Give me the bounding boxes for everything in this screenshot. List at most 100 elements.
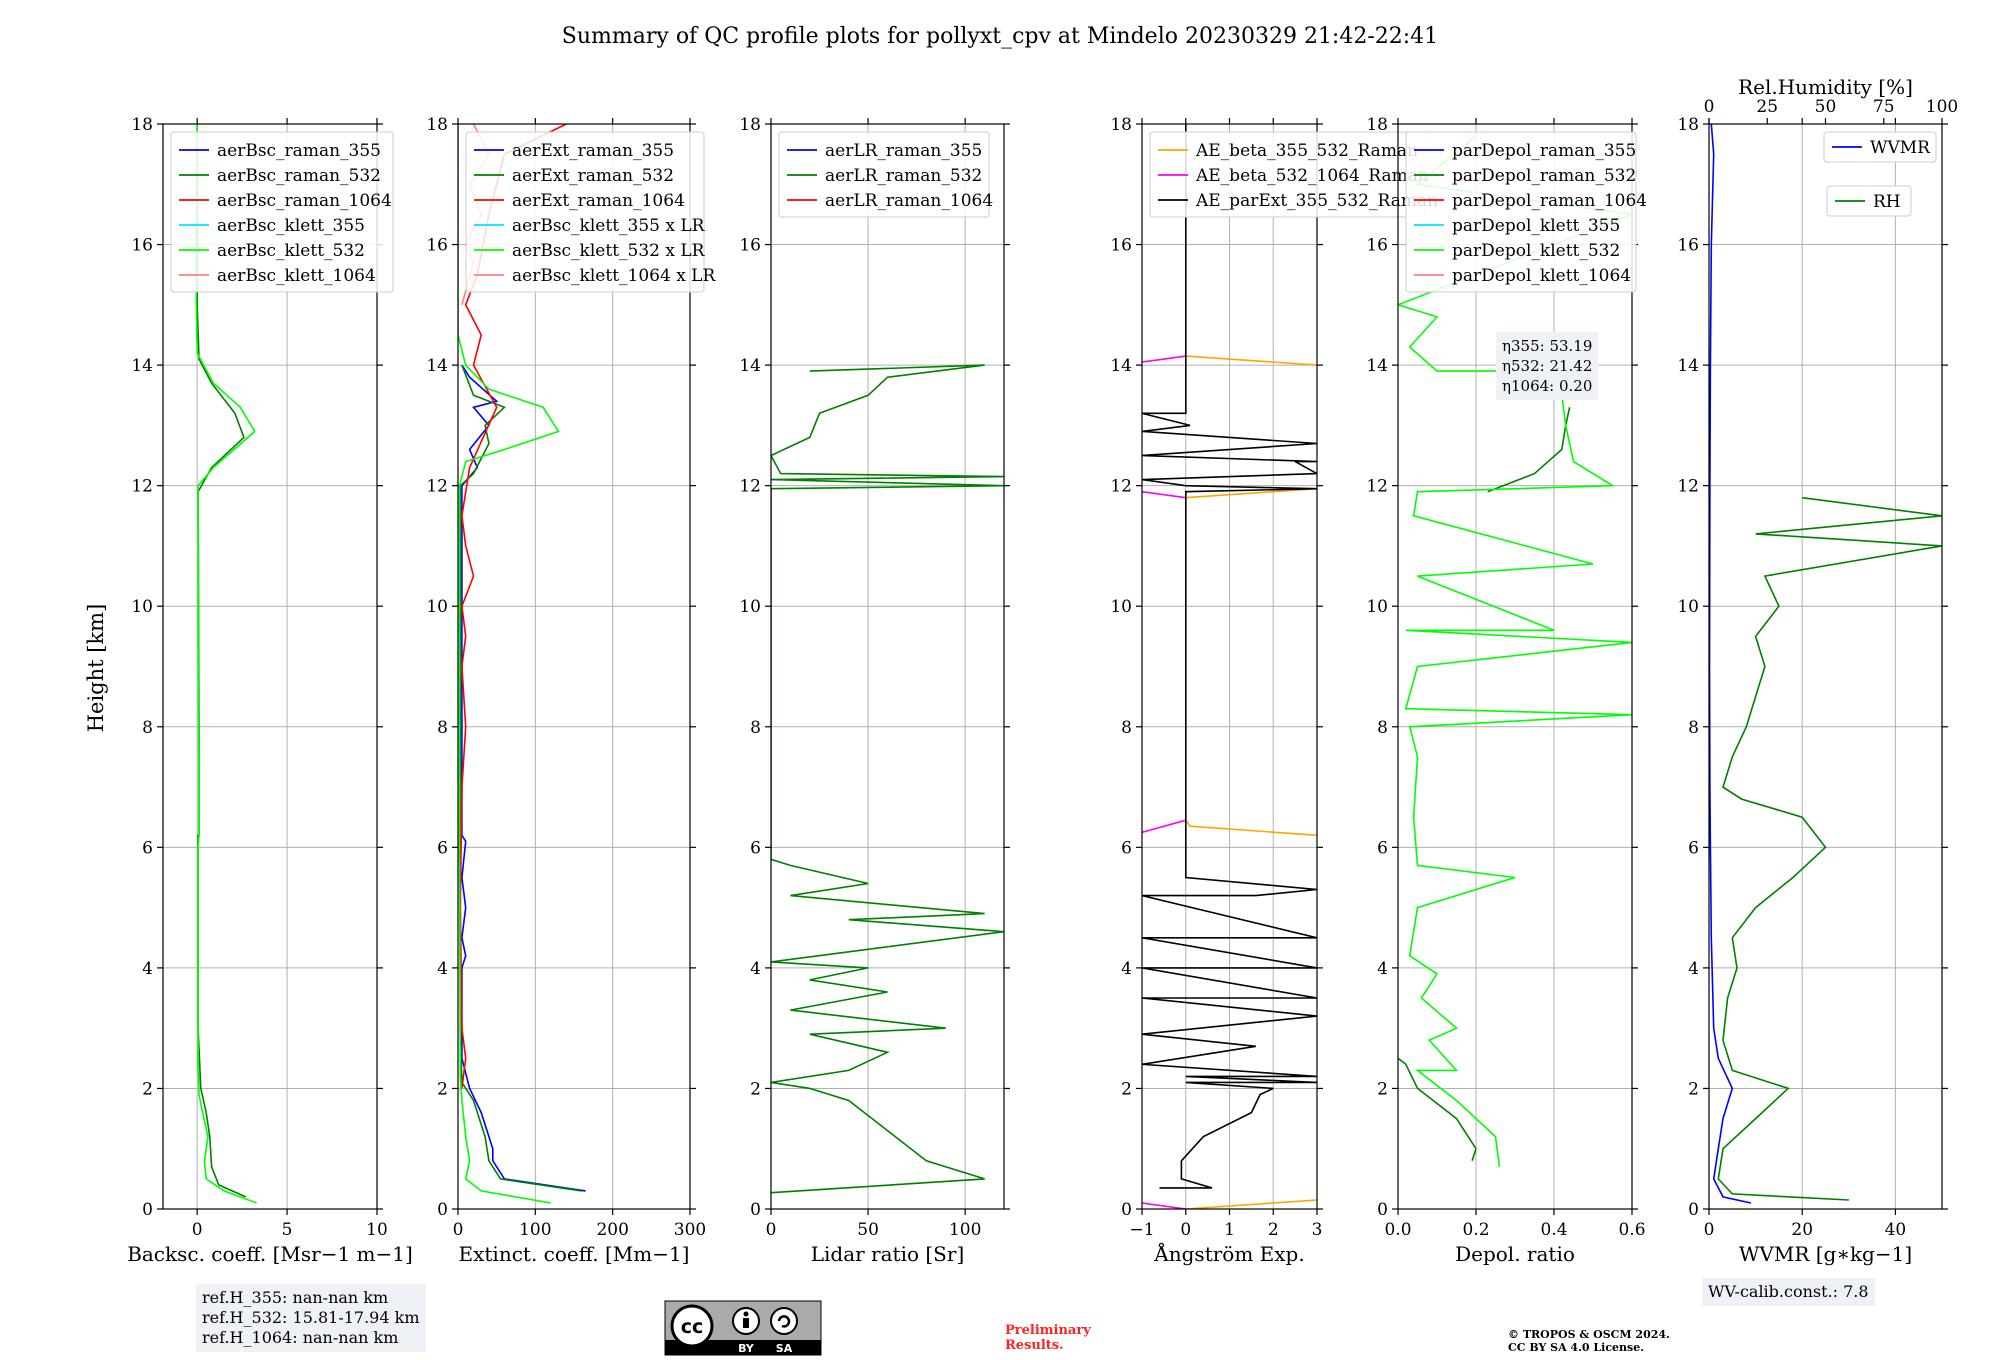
y-tick-label: 18	[1366, 115, 1388, 135]
annotation-line: η355: 53.19	[1502, 337, 1593, 355]
x-axis-label: Extinct. coeff. [Mm−1]	[459, 1242, 690, 1266]
series-line-ae-beta-532-1064-raman-14	[1142, 355, 1186, 363]
series-line-aerext-raman-355	[461, 364, 586, 1192]
x-tick-label: 10	[366, 1220, 388, 1240]
axes-frame	[1708, 123, 1943, 1210]
top-x-tick-label: 50	[1815, 97, 1837, 117]
x-tick-label: 0	[766, 1220, 777, 1240]
y-tick-label: 16	[1110, 236, 1132, 256]
preliminary-note: Preliminary Results.	[1005, 1323, 1091, 1353]
y-tick-label: 16	[131, 236, 153, 256]
y-tick-label: 2	[1688, 1079, 1699, 1099]
by-label: BY	[738, 1342, 755, 1355]
legend-label: parDepol_raman_355	[1452, 141, 1636, 161]
series-line-pardepol-raman-532-cirrus	[1487, 407, 1571, 493]
x-tick-label: 100	[949, 1220, 981, 1240]
legend-box	[1826, 185, 1912, 217]
series-line-ae-beta-355-532-raman-6	[1185, 819, 1317, 837]
top-x-tick-label: 100	[1926, 97, 1958, 117]
legend-box	[170, 131, 394, 293]
y-tick-label: 12	[1110, 477, 1132, 497]
legend-label: aerLR_raman_355	[825, 141, 982, 161]
annotation-line: WV-calib.const.: 7.8	[1708, 1282, 1869, 1301]
copyright-line-2: CC BY SA 4.0 License.	[1508, 1341, 1645, 1354]
y-tick-label: 4	[142, 959, 153, 979]
y-tick-label: 6	[1121, 838, 1132, 858]
series-line-ae-beta-355-532-raman-12	[1185, 487, 1317, 499]
y-tick-label: 14	[1110, 356, 1132, 376]
y-tick-label: 14	[131, 356, 153, 376]
top-axis-label: Rel.Humidity [%]	[1738, 75, 1913, 99]
series-line-aerbsc-klett-532-x-lr	[458, 124, 560, 1204]
sa-label: SA	[776, 1342, 793, 1355]
annotation-line: η532: 21.42	[1502, 357, 1593, 375]
legend-label: aerExt_raman_355	[512, 141, 674, 161]
y-tick-label: 8	[1688, 718, 1699, 738]
annotation-line: ref.H_532: 15.81-17.94 km	[202, 1308, 420, 1327]
y-tick-label: 18	[426, 115, 448, 135]
legend-label: parDepol_raman_532	[1452, 166, 1636, 186]
y-tick-label: 6	[750, 838, 761, 858]
y-tick-label: 2	[1377, 1079, 1388, 1099]
y-tick-label: 0	[1688, 1200, 1699, 1220]
y-tick-label: 16	[1366, 236, 1388, 256]
series-line-aerext-raman-532	[459, 364, 582, 1192]
legend-label: aerBsc_klett_532	[217, 241, 365, 261]
y-tick-label: 12	[131, 477, 153, 497]
copyright-line-1: © TROPOS & OSCM 2024.	[1508, 1328, 1670, 1341]
x-axis-label: Backsc. coeff. [Msr−1 m−1]	[127, 1242, 413, 1266]
x-axis-label: Depol. ratio	[1455, 1242, 1575, 1266]
legend-label: AE_beta_532_1064_Raman	[1195, 166, 1429, 186]
axes-frame	[770, 123, 1005, 1210]
figure-title: Summary of QC profile plots for pollyxt_…	[562, 24, 1438, 49]
y-tick-label: 8	[437, 718, 448, 738]
y-tick-label: 0	[437, 1200, 448, 1220]
legend-label: aerBsc_raman_532	[217, 166, 381, 186]
legend-box	[778, 131, 990, 218]
legend-label: AE_parExt_355_532_Raman	[1195, 191, 1438, 211]
series-line-pardepol-raman-532	[1398, 1057, 1477, 1162]
y-tick-label: 8	[142, 718, 153, 738]
y-tick-label: 0	[1121, 1200, 1132, 1220]
x-axis-label: Lidar ratio [Sr]	[811, 1242, 965, 1266]
y-tick-label: 12	[1366, 477, 1388, 497]
x-tick-label: 20	[1791, 1220, 1813, 1240]
annotation-line: ref.H_1064: nan-nan km	[202, 1328, 399, 1347]
legend-label: aerBsc_raman_355	[217, 141, 381, 161]
reference-height-box: ref.H_355: nan-nan km ref.H_532: 15.81-17…	[196, 1284, 426, 1352]
x-tick-label: 0.0	[1384, 1220, 1411, 1240]
annotation-line: η1064: 0.20	[1502, 377, 1593, 395]
legend-label: parDepol_klett_1064	[1452, 266, 1631, 286]
legend-label: aerLR_raman_1064	[825, 191, 993, 211]
legend-box	[465, 131, 705, 293]
y-tick-label: 6	[437, 838, 448, 858]
legend-label: aerBsc_klett_355 x LR	[512, 216, 706, 236]
y-tick-label: 8	[750, 718, 761, 738]
y-tick-label: 12	[1677, 477, 1699, 497]
series-line-wvmr	[1709, 124, 1752, 1204]
x-tick-label: 300	[674, 1220, 706, 1240]
y-tick-label: 10	[426, 597, 448, 617]
series-line-ae-beta-355-532-raman	[1185, 1199, 1317, 1209]
y-tick-label: 2	[437, 1079, 448, 1099]
legend-label: aerExt_raman_532	[512, 166, 674, 186]
y-tick-label: 4	[1121, 959, 1132, 979]
x-tick-label: 50	[857, 1220, 879, 1240]
series-line-aerlr-raman-532	[771, 364, 1004, 1194]
legend-label: parDepol_klett_532	[1452, 241, 1620, 261]
x-tick-label: 0.6	[1618, 1220, 1645, 1240]
y-tick-label: 2	[142, 1079, 153, 1099]
legend-label: AE_beta_355_532_Raman	[1195, 141, 1418, 161]
x-tick-label: 0	[1704, 1220, 1715, 1240]
preliminary-line-1: Preliminary	[1005, 1323, 1091, 1338]
y-tick-label: 10	[1677, 597, 1699, 617]
y-tick-label: 10	[1366, 597, 1388, 617]
y-tick-label: 0	[750, 1200, 761, 1220]
y-tick-label: 18	[739, 115, 761, 135]
x-tick-label: 3	[1312, 1220, 1323, 1240]
legend-label: aerBsc_raman_1064	[217, 191, 392, 211]
legend-label: aerExt_raman_1064	[512, 191, 685, 211]
cc-license-badge: cc BY SA	[664, 1300, 822, 1356]
series-line-ae-beta-355-532-raman-14	[1185, 355, 1317, 366]
x-tick-label: 1	[1224, 1220, 1235, 1240]
